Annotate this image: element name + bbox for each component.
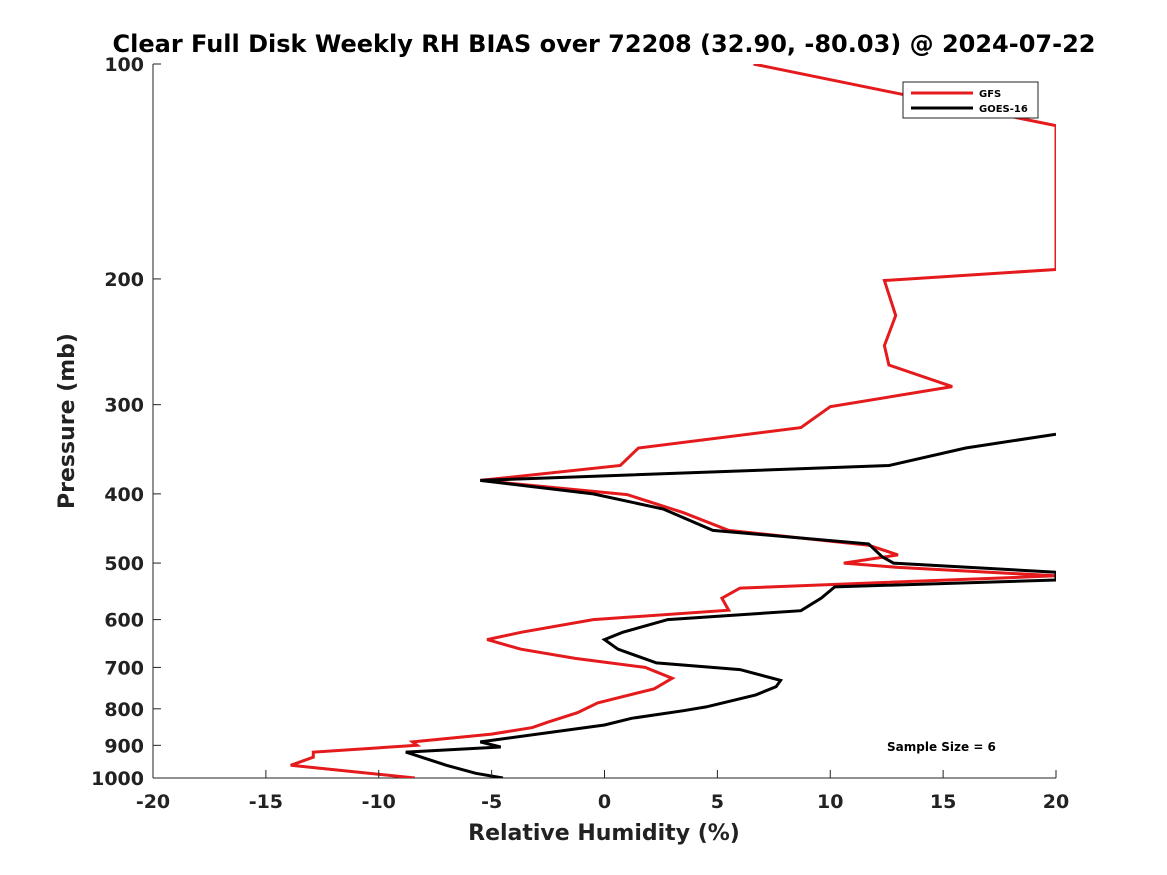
y-axis: 100 200 300 400 500 600 700 800 900 1000 bbox=[91, 54, 161, 790]
series-layer bbox=[290, 64, 1056, 778]
x-axis: -20 -15 -10 -5 0 5 10 15 20 bbox=[136, 770, 1069, 813]
x-tick-label: 20 bbox=[1043, 791, 1069, 813]
y-tick-label: 1000 bbox=[91, 768, 144, 790]
legend-box bbox=[902, 81, 1039, 119]
y-tick-label: 500 bbox=[104, 553, 144, 575]
sample-size-annotation: Sample Size = 6 bbox=[887, 740, 996, 754]
legend-entry-label: GFS bbox=[979, 89, 1001, 100]
series-line-goes-16 bbox=[405, 432, 1056, 778]
x-tick-label: -10 bbox=[362, 791, 396, 813]
x-tick-label: 10 bbox=[817, 791, 843, 813]
series-line-gfs bbox=[290, 64, 1056, 778]
x-tick-label: -20 bbox=[136, 791, 170, 813]
x-tick-label: 5 bbox=[711, 791, 724, 813]
x-tick-label: -5 bbox=[481, 791, 502, 813]
chart-title: Clear Full Disk Weekly RH BIAS over 7220… bbox=[113, 30, 1096, 58]
y-tick-label: 300 bbox=[104, 395, 144, 417]
legend-entry-label: GOES-16 bbox=[979, 104, 1028, 115]
y-tick-label: 700 bbox=[104, 657, 144, 679]
y-tick-label: 900 bbox=[104, 735, 144, 757]
x-axis-label: Relative Humidity (%) bbox=[468, 821, 740, 846]
plot-area bbox=[152, 64, 1056, 779]
y-tick-label: 100 bbox=[104, 54, 144, 76]
y-tick-label: 600 bbox=[104, 610, 144, 632]
legend: GFS GOES-16 bbox=[902, 81, 1039, 119]
y-tick-label: 400 bbox=[104, 484, 144, 506]
y-tick-label: 800 bbox=[104, 699, 144, 721]
x-tick-label: 0 bbox=[598, 791, 611, 813]
y-tick-label: 200 bbox=[104, 269, 144, 291]
y-axis-label: Pressure (mb) bbox=[55, 333, 80, 509]
x-tick-label: -15 bbox=[249, 791, 283, 813]
x-tick-label: 15 bbox=[930, 791, 956, 813]
